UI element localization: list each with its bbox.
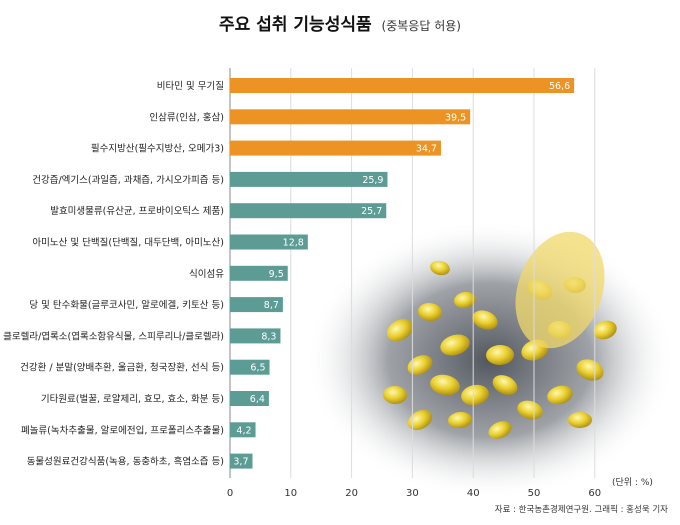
x-tick-label: 40 [467, 488, 480, 499]
capsule [488, 421, 512, 439]
bar [230, 109, 471, 125]
category-label: 건강환 / 분말(양배추환, 울금환, 청국장환, 선식 등) [20, 362, 224, 374]
category-label: 당 및 탄수화물(글루코사민, 알로에겔, 키토산 등) [29, 299, 224, 311]
bar [230, 78, 575, 93]
x-tick-label: 20 [345, 488, 358, 499]
category-label: 식이섬유 [189, 269, 224, 280]
capsule [517, 400, 543, 420]
bar-value-label: 8,7 [264, 300, 279, 311]
bar-value-label: 6,4 [250, 394, 265, 405]
chart-title-text: 주요 섭취 기능성식품 [219, 15, 372, 35]
bar [230, 328, 281, 344]
category-label: 발효미생물류(유산균, 프로바이오틱스 제품) [50, 205, 224, 217]
capsule [430, 260, 450, 276]
capsule [418, 302, 442, 322]
bar-value-label: 34,7 [416, 144, 437, 155]
bar [230, 359, 270, 375]
capsule [407, 409, 433, 431]
chart-title: 주요 섭취 기능성식품 (중복응답 허용) [0, 10, 680, 35]
bar [230, 265, 288, 281]
capsule [492, 375, 518, 395]
category-label: 폐놀류(녹차추출물, 알로에전입, 프로폴리스추출물) [21, 424, 224, 436]
gridlines [229, 68, 596, 478]
bar-value-label: 25,7 [361, 206, 382, 217]
bar [230, 171, 388, 187]
bar [230, 203, 387, 219]
capsule [568, 411, 592, 429]
category-label: 아미노산 및 단백질(단백질, 대두단백, 아미노산) [32, 237, 224, 249]
x-axis-ticks: 0 10 20 30 40 50 60 [227, 488, 601, 499]
bar-value-label: 8,3 [261, 331, 276, 342]
capsule [430, 374, 460, 396]
category-label: 기타원료(벌꿀, 로얄제리, 효모, 효소, 화분 등) [41, 394, 224, 405]
bars: 56,6 39,5 34,7 25,9 25,7 12,8 9,5 8,7 8,3 6,5 6,4 4… [230, 78, 575, 469]
capsule [486, 344, 514, 366]
supplement-capsules-photo [305, 220, 675, 500]
source-credit: 자료 : 한국농촌경제연구원. 그래픽 : 홍성욱 기자 [494, 505, 668, 515]
capsule [454, 291, 476, 309]
bar-value-label: 25,9 [362, 175, 383, 186]
capsule [472, 310, 498, 330]
bar [230, 297, 283, 313]
capsule [593, 320, 617, 340]
bar-value-label: 3,7 [233, 457, 248, 468]
category-label: 건강즙/엑기스(과일즙, 과채즙, 가시오가피즙 등) [32, 174, 224, 186]
x-tick-label: 60 [588, 488, 601, 499]
capsule [448, 411, 472, 429]
supplement-bottle [515, 231, 605, 349]
unit-label: (단위 : %) [612, 478, 653, 488]
bar-value-label: 39,5 [445, 112, 466, 123]
category-label: 인삼류(인삼, 홍삼) [149, 111, 224, 123]
chart-subtitle: (중복응답 허용) [381, 19, 461, 33]
capsule [383, 385, 407, 405]
x-tick-label: 10 [284, 488, 297, 499]
x-tick-label: 50 [528, 488, 541, 499]
bar-value-label: 12,8 [283, 238, 304, 249]
capsule [407, 355, 433, 375]
category-label: 클로렐라/엽록소(엽록소함유식물, 스피루리나/클로렐라) [3, 330, 224, 342]
bar [230, 391, 269, 406]
category-label: 필수지방산(필수지방산, 오메가3) [91, 143, 224, 155]
bar-value-label: 6,5 [250, 363, 265, 374]
x-tick-label: 30 [406, 488, 419, 499]
capsule [440, 334, 470, 356]
x-tick-label: 0 [227, 488, 233, 499]
capsule [461, 384, 489, 406]
bar-value-label: 4,2 [236, 425, 251, 436]
capsule [386, 318, 414, 342]
capsule [547, 385, 573, 405]
category-label: 동물성원료건강식품(녹용, 동충하초, 흑염소즙 등) [27, 456, 224, 468]
capsule [576, 359, 604, 381]
bar-value-label: 56,6 [549, 81, 570, 92]
bar [230, 422, 256, 438]
bar-value-label: 9,5 [269, 269, 284, 280]
bar [230, 140, 441, 156]
category-label: 비타민 및 무기질 [157, 80, 224, 92]
bar [230, 234, 308, 250]
bar [230, 453, 253, 469]
